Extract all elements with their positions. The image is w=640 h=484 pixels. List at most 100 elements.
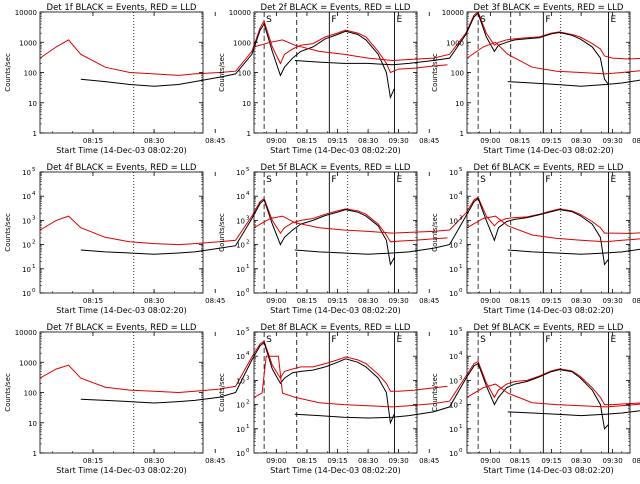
x-tick-label: 09:30 xyxy=(389,137,409,145)
x-tick-label: 09:00 xyxy=(480,457,500,465)
x-tick-label: 08:15 xyxy=(297,297,317,305)
y-tick-label: 10 xyxy=(449,290,458,298)
x-axis-label: Start Time (14-Dec-03 08:02:20) xyxy=(56,146,187,155)
y-tick-exponent: 2 xyxy=(246,240,250,246)
y-tick-label: 10 xyxy=(22,169,31,177)
y-tick-exponent: 0 xyxy=(459,448,463,454)
y-tick-label: 10 xyxy=(28,100,37,108)
y-tick-label: 10 xyxy=(455,100,464,108)
y-tick-exponent: 5 xyxy=(459,167,463,173)
y-tick-label: 10 xyxy=(22,290,31,298)
x-tick-label: 09:30 xyxy=(603,137,623,145)
x-tick-label: 08:45 xyxy=(632,457,640,465)
y-tick-exponent: 1 xyxy=(246,424,250,430)
events-series-line xyxy=(507,410,640,417)
y-tick-exponent: 4 xyxy=(459,191,463,197)
x-axis-label: Start Time (14-Dec-03 08:02:20) xyxy=(56,306,187,315)
y-tick-label: 10 xyxy=(28,420,37,428)
marker-letter: E xyxy=(397,175,403,185)
y-tick-label: 1 xyxy=(460,130,464,138)
y-tick-exponent: 2 xyxy=(246,400,250,406)
x-tick-label: 08:30 xyxy=(358,137,378,145)
x-tick-label: 08:15 xyxy=(83,457,103,465)
events-series-line xyxy=(294,362,609,430)
x-tick-label: 08:15 xyxy=(83,137,103,145)
x-tick-label: 09:15 xyxy=(541,457,561,465)
y-tick-label: 10 xyxy=(22,217,31,225)
marker-letter: S xyxy=(266,15,272,25)
x-tick-label: 08:30 xyxy=(571,457,591,465)
x-tick-label: 09:15 xyxy=(541,297,561,305)
x-tick-label: 08:15 xyxy=(83,297,103,305)
x-tick-label: 09:00 xyxy=(266,457,286,465)
y-tick-label: 10 xyxy=(236,193,245,201)
plot-frame xyxy=(39,171,204,294)
x-axis-label: Start Time (14-Dec-03 08:02:20) xyxy=(483,146,614,155)
lld-series-line xyxy=(466,383,640,408)
y-tick-label: 100 xyxy=(24,390,37,398)
y-tick-label: 10 xyxy=(236,329,245,337)
lld-series-line xyxy=(39,19,448,76)
y-tick-label: 10 xyxy=(236,217,245,225)
x-tick-label: 08:45 xyxy=(205,137,225,145)
x-tick-label: 09:00 xyxy=(480,297,500,305)
x-tick-label: 09:15 xyxy=(327,297,347,305)
marker-letter: E xyxy=(397,335,403,345)
marker-letter: E xyxy=(397,15,403,25)
y-axis-label: Counts/sec xyxy=(431,213,439,252)
x-tick-label: 08:45 xyxy=(632,137,640,145)
y-tick-label: 10 xyxy=(236,353,245,361)
x-tick-label: 09:00 xyxy=(266,137,286,145)
y-tick-label: 10 xyxy=(236,426,245,434)
marker-letter: S xyxy=(480,15,486,25)
y-tick-exponent: 2 xyxy=(459,240,463,246)
plot-frame xyxy=(466,171,631,294)
events-series-line xyxy=(294,12,609,85)
events-series-line xyxy=(80,22,395,100)
marker-letter: S xyxy=(480,175,486,185)
marker-letter: F xyxy=(545,335,550,345)
marker-letter: S xyxy=(266,175,272,185)
y-tick-exponent: 4 xyxy=(459,351,463,357)
y-tick-label: 10000 xyxy=(442,9,464,17)
x-tick-label: 08:45 xyxy=(419,457,439,465)
lld-series-line xyxy=(39,340,448,394)
y-tick-label: 10 xyxy=(449,377,458,385)
y-tick-label: 10 xyxy=(236,377,245,385)
y-tick-exponent: 2 xyxy=(459,400,463,406)
x-axis-label: Start Time (14-Dec-03 08:02:20) xyxy=(483,466,614,475)
y-axis-label: Counts/sec xyxy=(218,53,226,92)
y-tick-label: 1 xyxy=(33,130,37,138)
x-tick-label: 08:45 xyxy=(205,457,225,465)
lld-series-line xyxy=(253,355,640,408)
x-tick-label: 08:15 xyxy=(510,137,530,145)
x-tick-label: 08:30 xyxy=(571,297,591,305)
y-tick-label: 10 xyxy=(449,450,458,458)
chart-title: Det 8f BLACK = Events, RED = LLD xyxy=(261,323,411,333)
y-tick-exponent: 3 xyxy=(246,375,250,381)
x-tick-label: 09:00 xyxy=(266,297,286,305)
y-tick-label: 10 xyxy=(236,450,245,458)
x-tick-label: 08:30 xyxy=(144,137,164,145)
chart-panel: Det 6f BLACK = Events, RED = LLDSFE10010… xyxy=(431,163,640,315)
x-tick-label: 09:30 xyxy=(603,457,623,465)
lld-series-line xyxy=(466,41,640,75)
plot-frame xyxy=(253,171,418,294)
y-tick-label: 10 xyxy=(449,242,458,250)
y-tick-label: 10 xyxy=(22,193,31,201)
y-tick-label: 10 xyxy=(449,266,458,274)
x-tick-label: 09:30 xyxy=(603,297,623,305)
y-tick-exponent: 0 xyxy=(246,288,250,294)
x-axis-label: Start Time (14-Dec-03 08:02:20) xyxy=(270,146,401,155)
y-tick-label: 100 xyxy=(238,70,251,78)
events-series-line xyxy=(80,199,395,266)
y-tick-label: 10000 xyxy=(15,9,37,17)
x-tick-label: 08:45 xyxy=(205,297,225,305)
x-tick-label: 08:30 xyxy=(144,297,164,305)
y-tick-label: 10 xyxy=(22,242,31,250)
